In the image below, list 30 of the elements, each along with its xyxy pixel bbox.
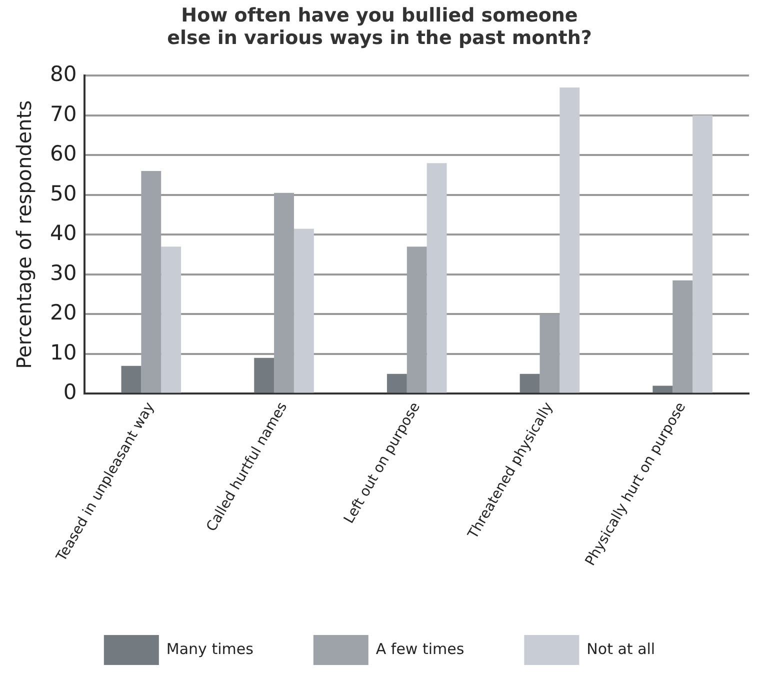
y-tick-label: 60	[50, 142, 77, 166]
bar	[161, 246, 182, 393]
bar	[294, 228, 314, 393]
y-tick-label: 40	[50, 221, 77, 246]
bar	[560, 88, 580, 393]
legend-label: Not at all	[586, 640, 656, 658]
bar	[672, 280, 693, 393]
y-tick-label: 0	[63, 380, 77, 404]
bar	[274, 192, 294, 393]
y-tick-label: 20	[50, 300, 77, 325]
text: else in various ways in the past month?	[167, 27, 592, 50]
y-tick-label: 50	[50, 181, 77, 206]
bar	[254, 358, 274, 393]
bar	[692, 115, 712, 393]
y-tick-label: 80	[50, 62, 77, 86]
text: How often have you bullied someone	[181, 4, 578, 26]
legend-label: A few times	[376, 640, 464, 658]
y-tick-label: 70	[50, 102, 77, 126]
bar	[121, 366, 142, 393]
legend-label: Many times	[166, 640, 254, 658]
bar	[386, 374, 407, 393]
bar	[652, 386, 673, 393]
y-tick-label: 10	[50, 340, 77, 364]
bar	[406, 246, 427, 393]
bar	[540, 314, 560, 393]
y-tick-label: 30	[50, 260, 77, 285]
bar	[426, 163, 447, 393]
y-axis-title: Percentage of respondents	[12, 100, 36, 369]
bar	[520, 374, 540, 393]
bar	[141, 171, 162, 393]
